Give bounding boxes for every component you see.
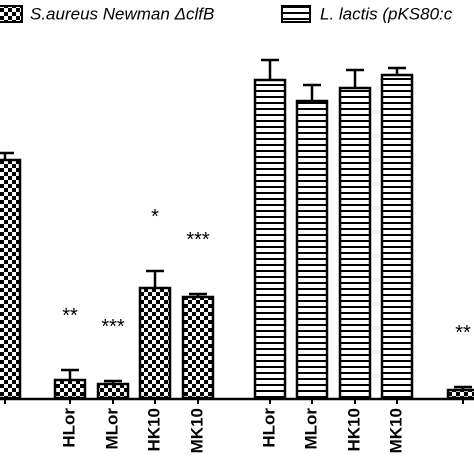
legend-label: L. lactis (pKS80:c <box>320 4 453 23</box>
significance-label: *** <box>101 316 125 338</box>
bar <box>253 78 287 400</box>
error-bar <box>303 83 321 101</box>
x-tick-label: HLor <box>259 408 278 448</box>
x-tick-label: HLor <box>59 408 78 448</box>
legend-swatch <box>281 5 311 23</box>
error-bar <box>189 292 207 297</box>
significance-label: ** <box>62 305 78 327</box>
significance-label: *** <box>186 229 210 251</box>
error-bar <box>104 379 122 384</box>
significance-label: * <box>151 206 159 228</box>
bar <box>53 378 87 400</box>
significance-label: ** <box>455 322 471 344</box>
x-tick-label: MLor <box>102 408 121 450</box>
error-bar <box>146 269 164 288</box>
bar <box>338 86 372 400</box>
x-tick-label: HK10 <box>344 408 363 451</box>
x-tick-label: MLor <box>301 408 320 450</box>
error-bar <box>261 58 279 80</box>
bar <box>138 286 172 400</box>
error-bar <box>454 385 472 390</box>
x-tick-label: MK10 <box>386 408 405 453</box>
x-tick-label: MK10 <box>187 408 206 453</box>
legend-label: S.aureus Newman ΔclfB <box>30 4 214 23</box>
bar <box>380 73 414 400</box>
x-tick-label: HK10 <box>144 408 163 451</box>
bar <box>295 99 329 400</box>
bar <box>446 388 474 400</box>
error-bar <box>61 368 79 380</box>
bar <box>96 382 130 400</box>
bar <box>0 158 22 400</box>
error-bar <box>0 151 14 160</box>
error-bar <box>388 66 406 75</box>
legend-swatch <box>0 5 23 23</box>
bar <box>181 295 215 400</box>
error-bar <box>346 68 364 88</box>
